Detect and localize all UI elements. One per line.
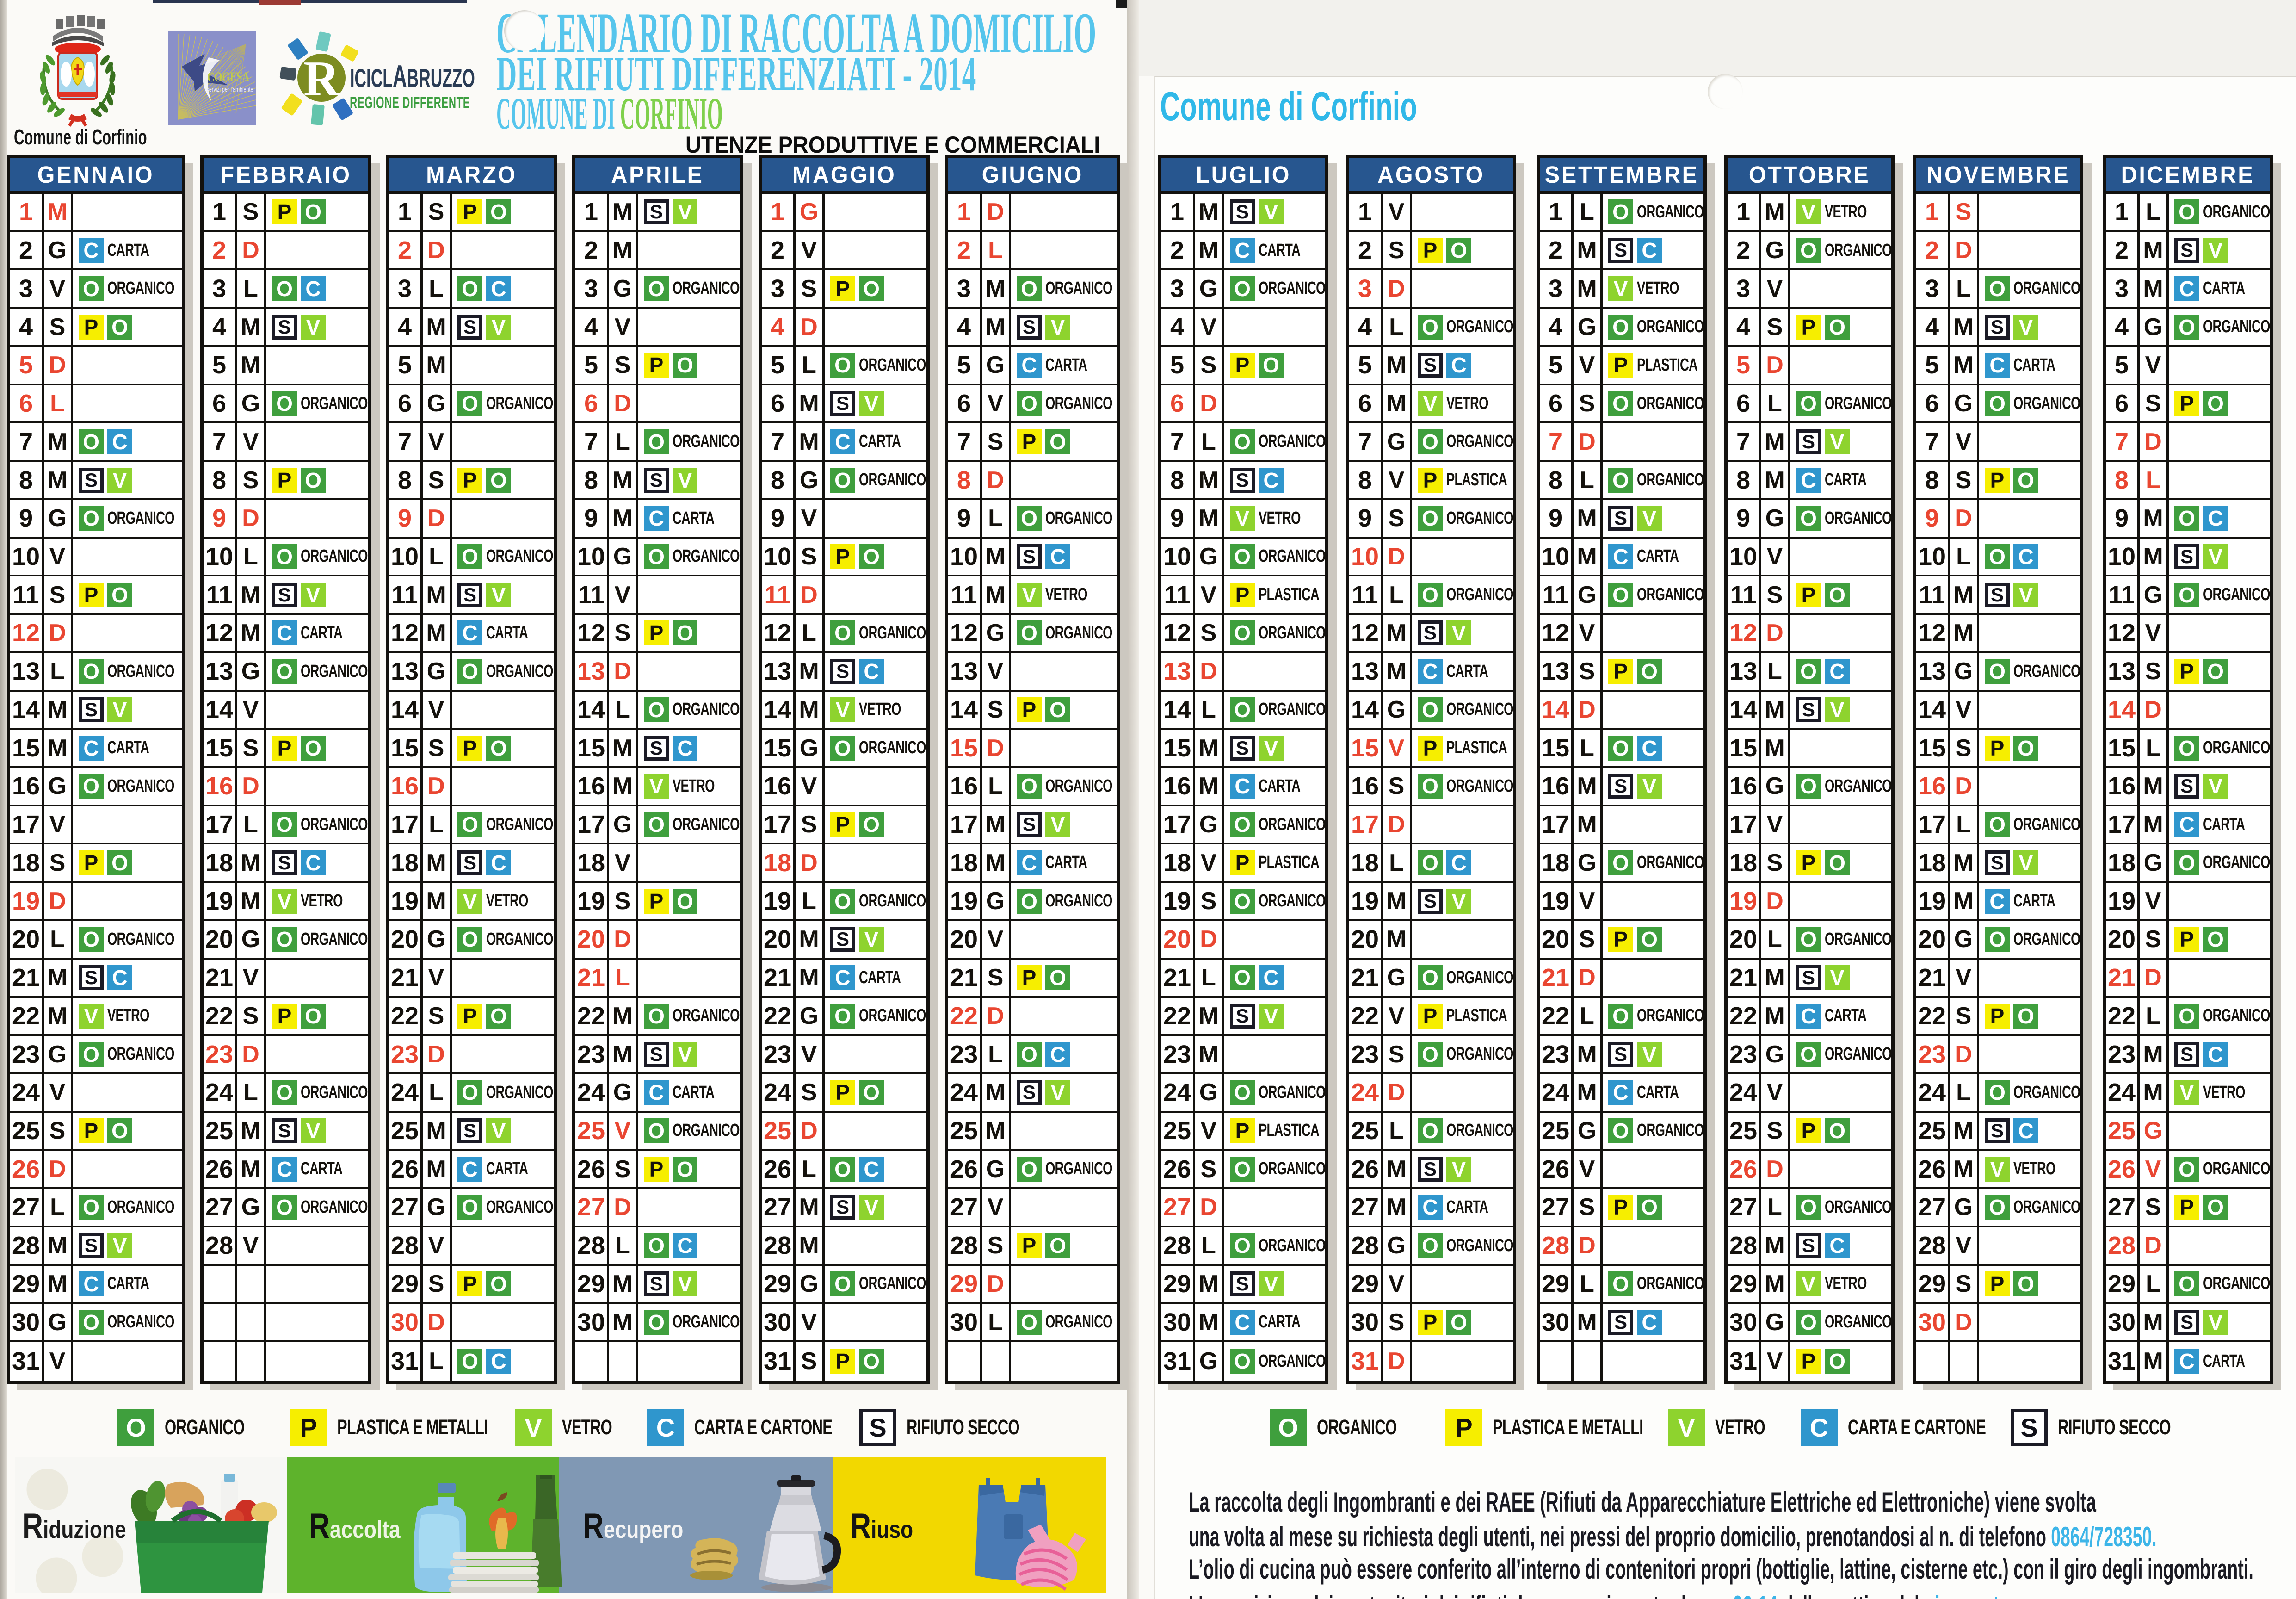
svg-text:REGIONE DIFFERENTE: REGIONE DIFFERENTE <box>350 94 470 112</box>
svg-text:servizi per l'ambiente: servizi per l'ambiente <box>207 85 253 93</box>
svg-text:R: R <box>303 51 340 106</box>
svg-text:COGESA: COGESA <box>207 69 249 85</box>
svg-text:ICICLABRUZZO: ICICLABRUZZO <box>350 59 475 94</box>
